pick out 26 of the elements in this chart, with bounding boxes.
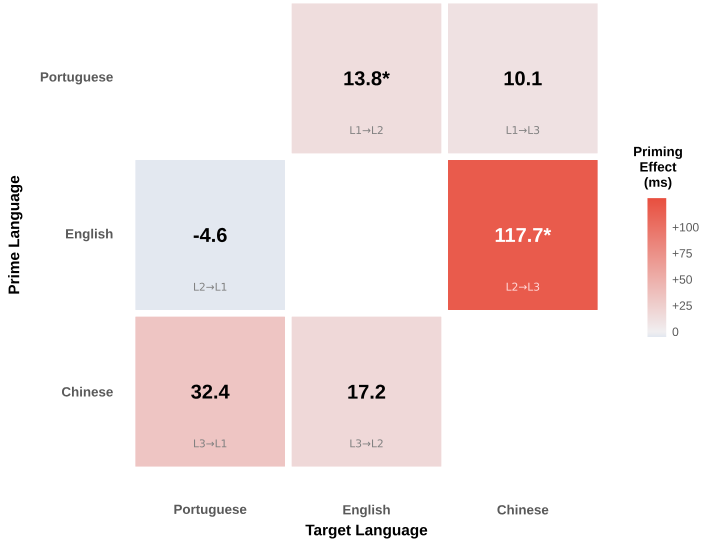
color-bar-label: +50 bbox=[672, 275, 692, 284]
y-axis-title: Prime Language bbox=[8, 176, 22, 294]
x-axis-title: Target Language bbox=[305, 524, 428, 539]
annotation: L2→L3 bbox=[506, 282, 540, 291]
annotation: L3→L2 bbox=[350, 439, 383, 448]
data-label: -4.6 bbox=[194, 228, 227, 242]
color-bar-label: +75 bbox=[672, 249, 692, 258]
y-tick-label: Chinese bbox=[62, 386, 113, 397]
y-tick-label: Portuguese bbox=[40, 72, 113, 84]
data-label: 17.2 bbox=[348, 384, 386, 399]
color-bar-title: Priming Effect (ms) bbox=[634, 146, 682, 190]
annotation: L3→L1 bbox=[194, 439, 226, 448]
data-label: 117.7* bbox=[496, 228, 552, 242]
data-label: 13.8* bbox=[344, 71, 390, 86]
x-tick-label: Chinese bbox=[497, 504, 548, 515]
y-tick-label: English bbox=[66, 228, 112, 242]
color-bar-label: 0 bbox=[672, 328, 678, 336]
data-label: 32.4 bbox=[191, 384, 230, 399]
color-bar-label: +25 bbox=[672, 301, 692, 310]
annotation: L1→L2 bbox=[350, 126, 383, 134]
annotation: L1→L3 bbox=[506, 126, 540, 134]
data-label: 10.1 bbox=[504, 71, 542, 86]
annotation: L2→L1 bbox=[194, 282, 226, 291]
x-tick-label: English bbox=[343, 504, 390, 518]
x-tick-label: Portuguese bbox=[174, 504, 246, 517]
color-bar-label: +100 bbox=[672, 223, 699, 232]
